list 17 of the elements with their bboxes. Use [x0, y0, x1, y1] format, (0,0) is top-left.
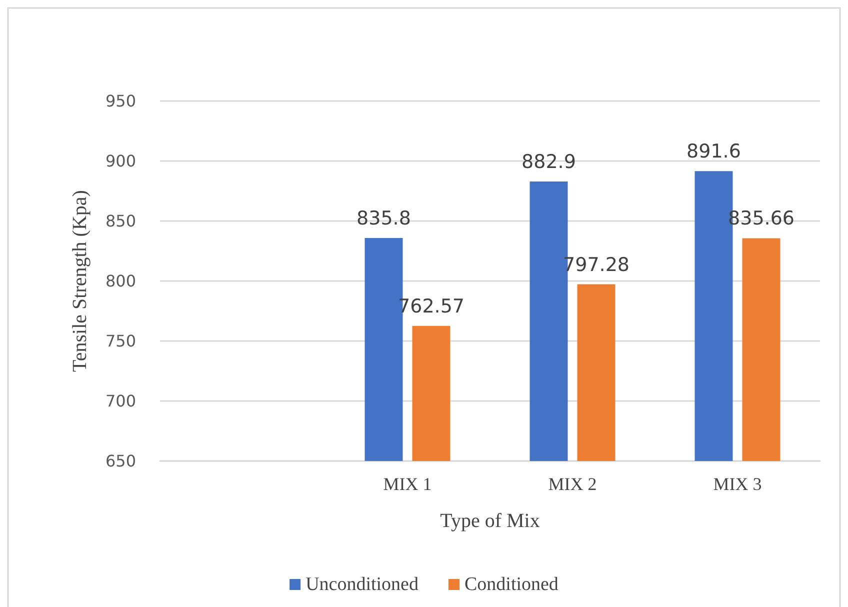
data-label: 835.8: [356, 208, 411, 230]
y-tick-label: 950: [105, 92, 136, 110]
legend-label: Unconditioned: [306, 574, 419, 595]
y-tick-label: 650: [105, 452, 136, 470]
y-axis-title: Tensile Strength (Kpa): [69, 190, 91, 372]
y-tick-label: 850: [105, 212, 136, 230]
data-label: 891.6: [686, 140, 741, 163]
x-tick-label: MIX 2: [548, 474, 597, 494]
x-axis-title: Type of Mix: [440, 510, 540, 532]
y-tick-label: 800: [105, 272, 136, 290]
legend-label: Conditioned: [464, 574, 559, 595]
x-tick-label: MIX 3: [713, 474, 762, 494]
y-tick-label: 900: [105, 152, 136, 170]
y-tick-label: 750: [105, 332, 136, 350]
x-tick-label: MIX 1: [383, 474, 432, 494]
data-label: 882.9: [522, 151, 576, 174]
y-tick-label: 700: [105, 392, 136, 410]
